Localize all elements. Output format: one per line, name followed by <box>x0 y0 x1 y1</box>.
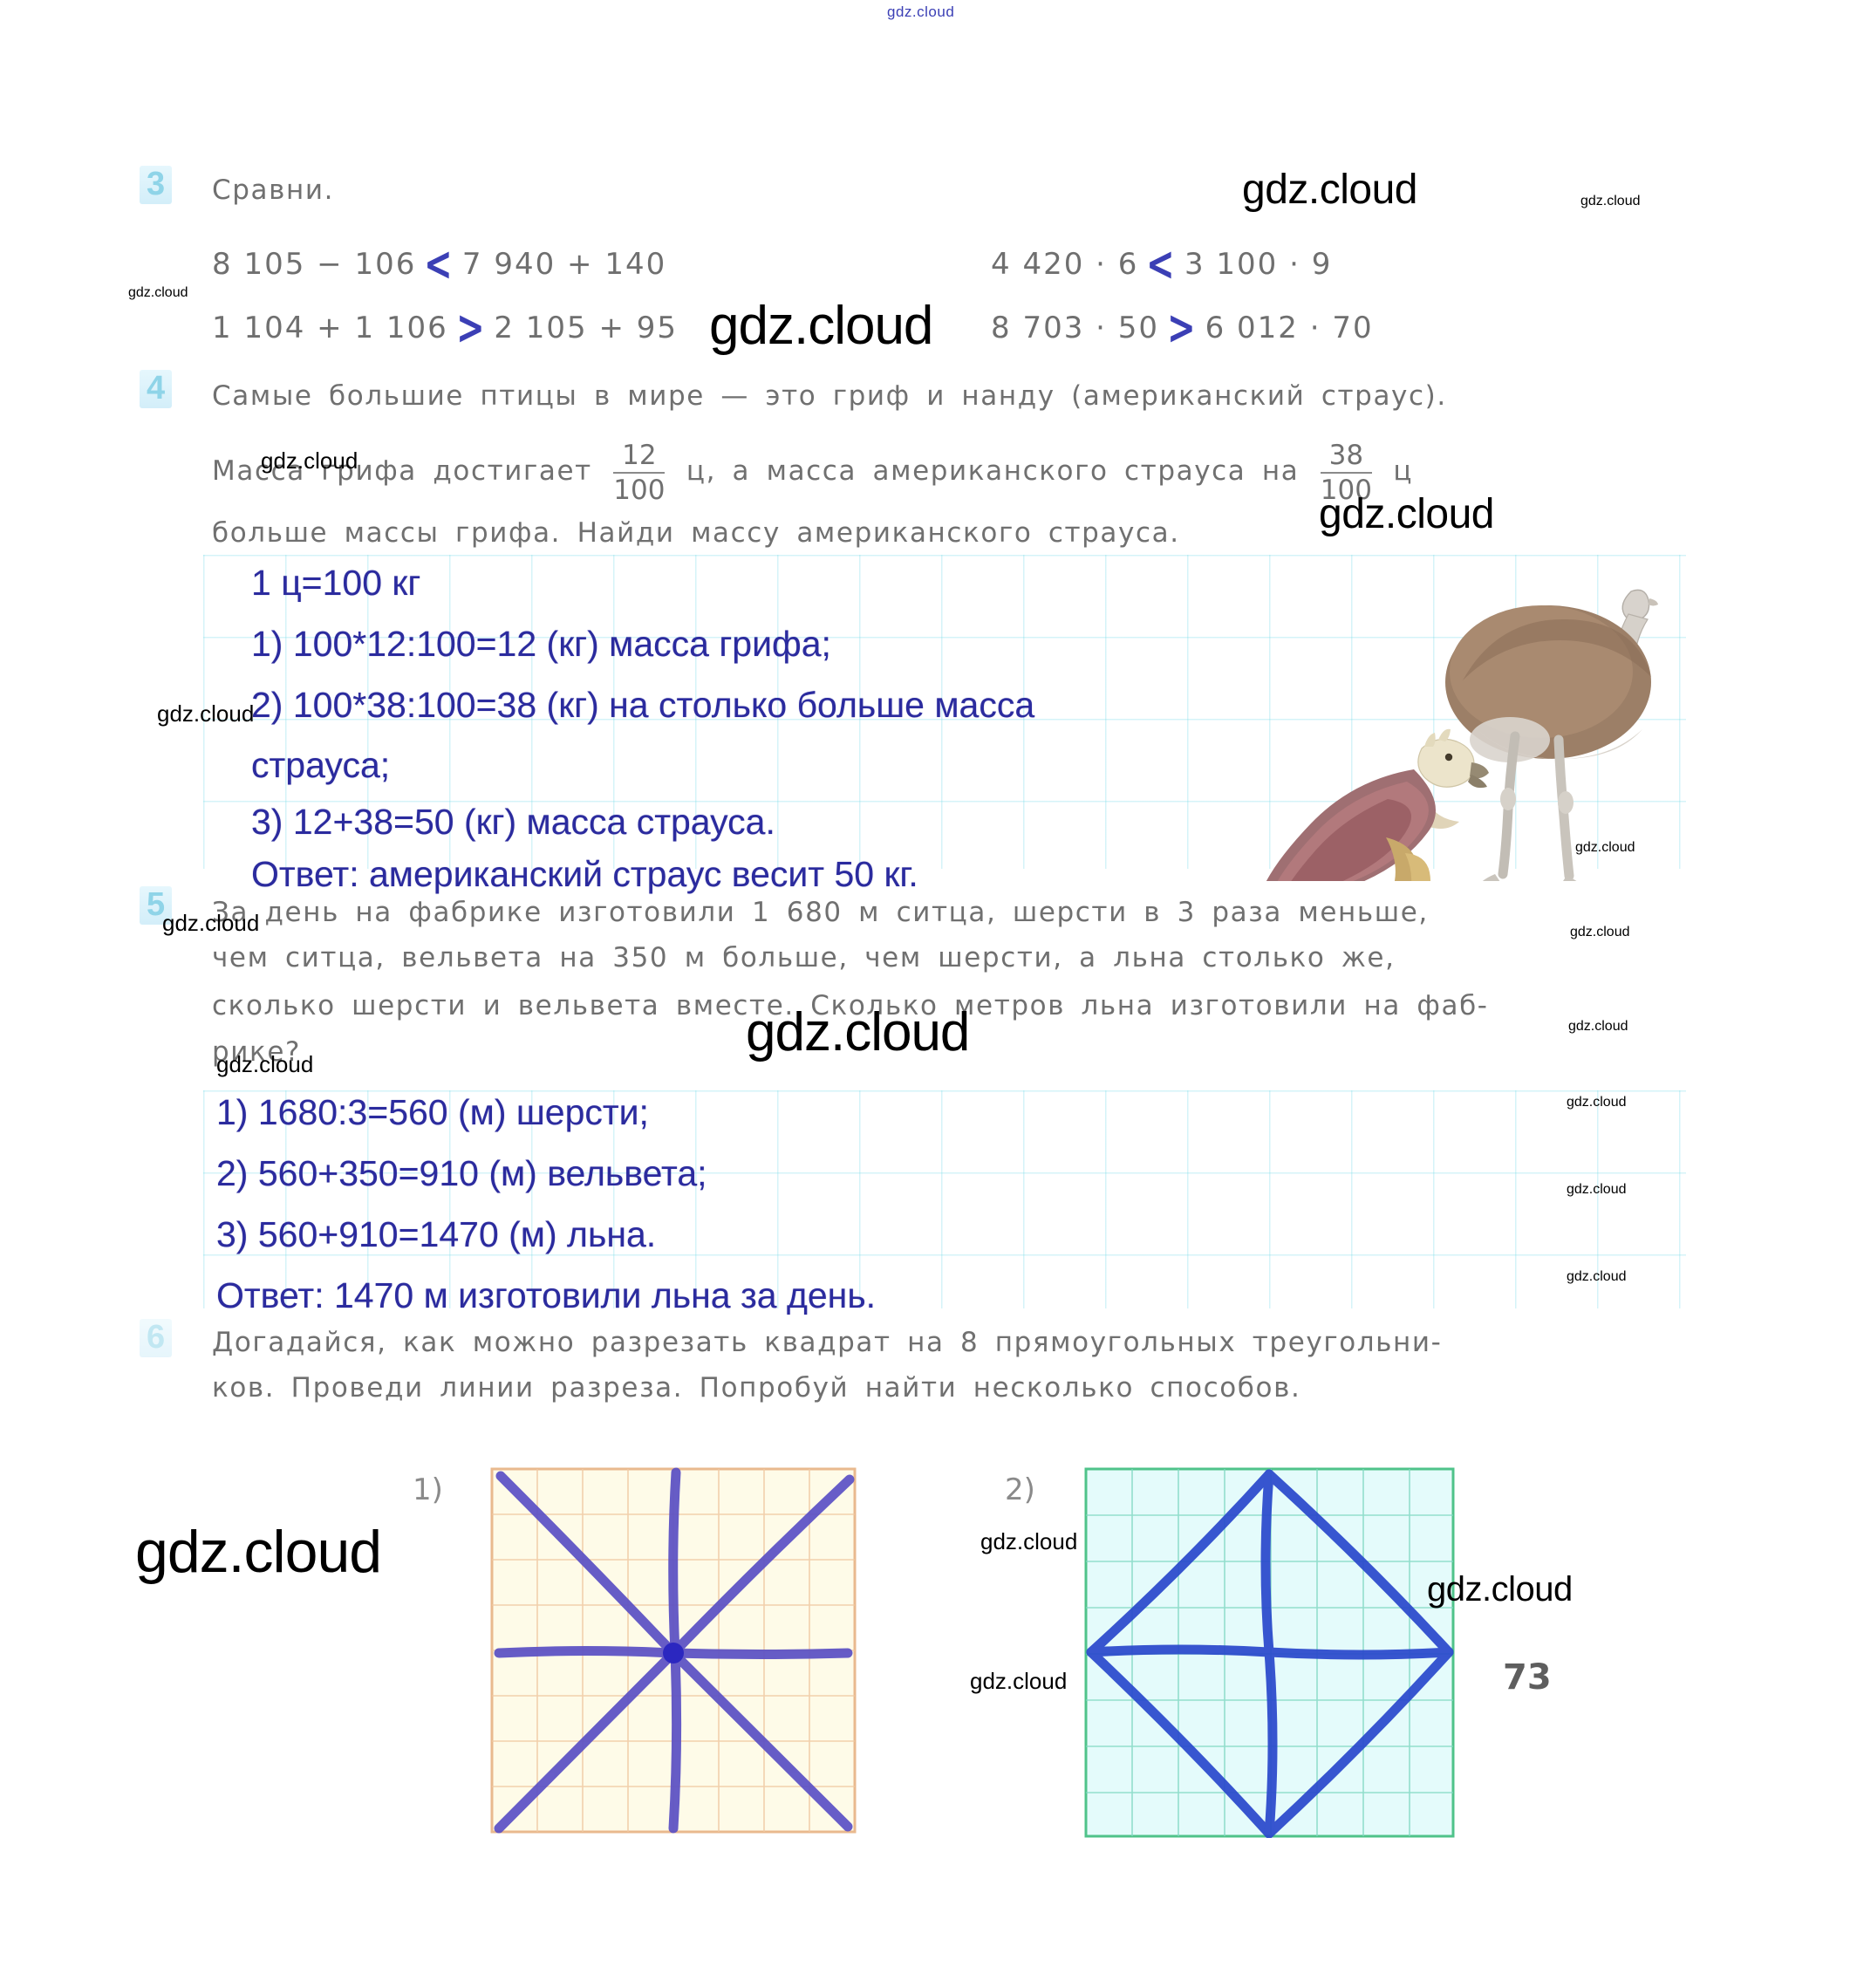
watermark: gdz.cloud <box>261 447 358 474</box>
figure-1-label: 1) <box>413 1472 443 1507</box>
fraction-denominator: 100 <box>1320 475 1372 506</box>
eq-left: 8 703 · 50 <box>991 311 1160 345</box>
square-rhombus-figure <box>1084 1467 1455 1838</box>
watermark: gdz.cloud <box>216 1051 314 1077</box>
exercise-5-number: 5 <box>140 886 173 925</box>
exercise-3-number: 3 <box>140 166 173 204</box>
watermark: gdz.cloud <box>970 1668 1068 1694</box>
comparison-sign: < <box>1146 236 1177 291</box>
comparison-sign: > <box>455 299 487 355</box>
exercise-5-solution-line-2: 2) 560+350=910 (м) вельвета; <box>216 1153 707 1193</box>
exercise-5-line-1: За день на фабрике изготовили 1 680 м си… <box>212 897 1429 928</box>
exercise-5-line-4: рике? <box>212 1036 302 1068</box>
exercise-5-solution-line-3: 3) 560+910=1470 (м) льна. <box>216 1214 657 1254</box>
watermark: gdz.cloud <box>709 296 933 356</box>
exercise-4-solution-line-2: 1) 100*12:100=12 (кг) масса грифа; <box>251 624 831 664</box>
watermark: gdz.cloud <box>1567 1182 1627 1197</box>
watermark: gdz.cloud <box>1567 1269 1627 1284</box>
square-eight-rays-figure <box>490 1467 857 1834</box>
fraction-numerator: 12 <box>622 440 657 471</box>
watermark: gdz.cloud <box>1242 167 1417 213</box>
exercise-6-line-1: Догадайся, как можно разрезать квадрат н… <box>212 1327 1443 1358</box>
watermark: gdz.cloud <box>1567 1095 1627 1110</box>
exercise-4-line-2b: ц, а масса американского страуса на <box>686 455 1300 487</box>
comparison-sign: < <box>424 236 454 291</box>
eq-left: 1 104 + 1 106 <box>212 311 448 345</box>
page-number: 73 <box>1503 1657 1552 1698</box>
exercise-4-line-2: Масса грифа достигает 12 100 ц, а масса … <box>212 441 1413 505</box>
fraction-numerator: 38 <box>1328 440 1364 471</box>
vulture-bird-icon <box>1250 728 1489 922</box>
exercise-6-number: 6 <box>140 1319 173 1357</box>
exercise-4-solution-line-1: 1 ц=100 кг <box>251 563 421 603</box>
fraction-38-100: 38 100 <box>1320 440 1372 506</box>
watermark: gdz.cloud <box>746 1002 970 1062</box>
exercise-4-solution-line-3: 2) 100*38:100=38 (кг) на столько больше … <box>251 685 1035 725</box>
exercise-5-line-2: чем ситца, вельвета на 350 м больше, чем… <box>212 942 1396 974</box>
watermark: gdz.cloud <box>1568 1019 1628 1034</box>
eq-left: 4 420 · 6 <box>991 247 1139 282</box>
exercise-4-line-2c: ц <box>1393 455 1414 487</box>
eq-right: 2 105 + 95 <box>494 311 679 345</box>
exercise-4-solution-line-4: страуса; <box>251 745 391 785</box>
exercise-4-solution-line-5: 3) 12+38=50 (кг) масса страуса. <box>251 802 775 842</box>
watermark: gdz.cloud <box>1570 925 1630 939</box>
vulture-and-rhea-illustration <box>1234 550 1670 922</box>
watermark: gdz.cloud <box>157 700 255 727</box>
exercise-5-solution-line-1: 1) 1680:3=560 (м) шерсти; <box>216 1092 649 1132</box>
eq-left: 8 105 − 106 <box>212 247 417 282</box>
watermark: gdz.cloud <box>1319 491 1494 537</box>
exercise-4-number: 4 <box>140 370 173 408</box>
eq-right: 3 100 · 9 <box>1184 247 1333 282</box>
figure-2-label: 2) <box>1005 1472 1035 1507</box>
watermark-top: gdz.cloud <box>887 3 955 20</box>
watermark: gdz.cloud <box>1427 1570 1573 1609</box>
watermark: gdz.cloud <box>162 910 260 936</box>
exercise-5-solution-line-4: Ответ: 1470 м изготовили льна за день. <box>216 1275 877 1315</box>
exercise-4-line-1: Самые большие птицы в мире — это гриф и … <box>212 380 1447 412</box>
exercise-3-row-2-left: 1 104 + 1 106 >2 105 + 95 <box>212 299 679 355</box>
watermark: gdz.cloud <box>1580 194 1641 208</box>
exercise-4-solution-line-6: Ответ: американский страус весит 50 кг. <box>251 854 918 894</box>
exercise-4-line-2a: Масса грифа достигает <box>212 455 592 487</box>
exercise-4-line-3: больше массы грифа. Найди массу американ… <box>212 517 1180 549</box>
fraction-bar <box>613 472 666 474</box>
exercise-3-row-1-left: 8 105 − 106 <7 940 + 140 <box>212 236 667 291</box>
fraction-bar <box>1320 472 1372 474</box>
watermark: gdz.cloud <box>128 285 188 300</box>
exercise-3-row-1-right: 4 420 · 6 <3 100 · 9 <box>991 236 1333 291</box>
eq-right: 6 012 · 70 <box>1205 311 1374 345</box>
watermark: gdz.cloud <box>1575 840 1635 855</box>
exercise-5-line-3: сколько шерсти и вельвета вместе. Скольк… <box>212 990 1489 1021</box>
exercise-3-prompt: Сравни. <box>212 174 335 206</box>
exercise-3-row-2-right: 8 703 · 50 >6 012 · 70 <box>991 299 1374 355</box>
watermark: gdz.cloud <box>135 1519 382 1585</box>
fraction-12-100: 12 100 <box>613 440 666 506</box>
fraction-denominator: 100 <box>613 475 666 506</box>
exercise-6-line-2: ков. Проведи линии разреза. Попробуй най… <box>212 1372 1301 1404</box>
watermark: gdz.cloud <box>980 1528 1078 1554</box>
comparison-sign: > <box>1167 299 1198 355</box>
rhea-bird-icon <box>1445 589 1658 888</box>
eq-right: 7 940 + 140 <box>461 247 667 282</box>
